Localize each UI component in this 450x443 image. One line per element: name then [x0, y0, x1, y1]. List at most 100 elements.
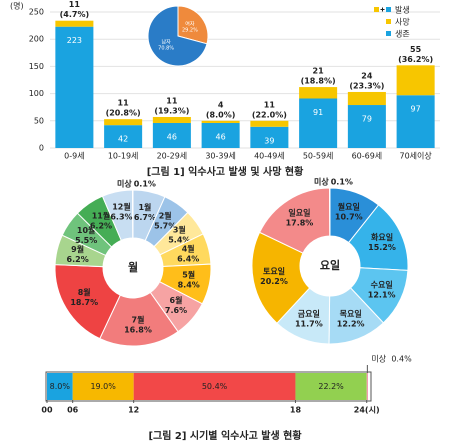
rate-label: (4.7%) [60, 10, 90, 19]
bar-segment [396, 95, 435, 148]
value-label: 0.1% [331, 178, 353, 187]
category-label: 수요일 [371, 280, 393, 290]
value-label: 5.7% [154, 221, 176, 230]
rate-label: (19.3%) [154, 106, 189, 115]
slice [251, 231, 311, 324]
y-tick-label: 200 [29, 35, 44, 44]
value-label: 8.0% [50, 382, 71, 391]
value-label: 11 [166, 96, 178, 105]
slice [99, 291, 179, 347]
value-label: 6.7% [134, 213, 156, 222]
category-label: 3월 [173, 224, 186, 234]
center-label: 월 [128, 260, 138, 274]
value-label: 46 [167, 132, 177, 141]
category-label: 남자 [161, 39, 171, 46]
category-label: 11월 [92, 210, 111, 220]
y-tick-label: 150 [29, 62, 44, 71]
chart-title: [그림 2] 시기별 익수사고 발생 현황 [148, 429, 302, 442]
category-label: 4월 [182, 243, 195, 253]
value-label: 4 [218, 100, 224, 109]
legend-swatch [386, 7, 391, 12]
value-label: 10.7% [335, 213, 363, 222]
bar-frame [45, 371, 372, 402]
value-label: 19.0% [90, 382, 116, 391]
legend-swatch [386, 31, 391, 36]
x-tick-label: 18 [290, 406, 302, 415]
x-tick-label: 10-19세 [108, 152, 139, 161]
bar-segment [55, 26, 94, 148]
rate-label: (22.0%) [252, 110, 287, 119]
bar-segment [55, 20, 94, 27]
slice [147, 5, 208, 67]
y-tick-label: 0 [39, 144, 44, 153]
bar-segment [295, 373, 367, 400]
value-label: 6.4% [177, 254, 199, 263]
value-label: 6.2% [67, 255, 89, 264]
value-label: 70.8% [158, 46, 174, 52]
center-label: 요일 [320, 258, 340, 272]
category-label: 화요일 [371, 232, 393, 242]
x-tick-label: 40-49세 [254, 152, 285, 161]
x-tick-label: 30-39세 [205, 152, 236, 161]
category-label: 5월 [182, 270, 195, 280]
category-label: 7월 [132, 314, 145, 324]
value-label: 12.2% [337, 320, 365, 329]
value-label: 18.7% [70, 298, 98, 307]
value-label: 8.4% [178, 281, 200, 290]
x-tick-label: 20-29세 [157, 152, 188, 161]
bar-segment [47, 373, 73, 400]
x-tick-label: 00 [41, 406, 53, 415]
bar-segment [72, 373, 134, 400]
value-label: 24 [361, 71, 373, 80]
category-label: 6월 [170, 295, 183, 305]
category-label: 여자 [185, 20, 195, 27]
bar-segment [201, 120, 240, 123]
value-label: 223 [67, 36, 82, 45]
value-label: 29.2% [182, 27, 198, 33]
category-label: 1월 [138, 202, 151, 212]
legend-label: 생존 [395, 29, 410, 39]
value-label: 15.2% [368, 243, 396, 252]
x-tick-label: 12 [128, 406, 139, 415]
x-tick-label: 0-9세 [64, 152, 84, 161]
category-label: 2월 [159, 210, 172, 220]
bar-segment [250, 120, 289, 127]
bar-segment [104, 125, 143, 148]
bar-segment [347, 105, 386, 148]
bar-segment [250, 126, 289, 148]
slice [54, 264, 121, 340]
bar-segment [347, 91, 386, 106]
y-unit: (명) [10, 1, 24, 11]
bar-segment [299, 98, 338, 148]
value-label: 12.1% [368, 291, 396, 300]
value-label: 42 [118, 135, 128, 144]
legend-label: 발생 [395, 5, 410, 15]
value-label: 22.2% [318, 382, 344, 391]
value-label: 91 [313, 108, 323, 117]
bar-segment [133, 373, 296, 400]
category-label: 9월 [71, 244, 84, 254]
value-label: 5.4% [168, 235, 190, 244]
value-label: 46 [216, 132, 226, 141]
legend-label: 사망 [395, 17, 410, 27]
value-label: 79 [362, 115, 372, 124]
rate-label: (18.8%) [301, 77, 336, 86]
value-label: 7.6% [165, 306, 187, 315]
value-label: 0.4% [391, 355, 412, 364]
x-tick-label: 06 [67, 406, 79, 415]
value-label: 11 [69, 0, 81, 9]
legend-swatch [374, 7, 379, 12]
bar-segment [104, 119, 143, 126]
bar-segment [152, 122, 191, 148]
bar-segment [299, 87, 338, 99]
x-tick-label: 60-69세 [352, 152, 383, 161]
y-tick-label: 100 [29, 89, 44, 98]
bar-segment [396, 65, 435, 96]
y-tick-label: 250 [29, 8, 44, 17]
category-label: 금요일 [298, 308, 320, 318]
category-label: 목요일 [340, 309, 362, 319]
value-label: 16.8% [124, 325, 152, 334]
category-label: 월요일 [338, 202, 360, 212]
category-label: 미상 [371, 354, 386, 364]
